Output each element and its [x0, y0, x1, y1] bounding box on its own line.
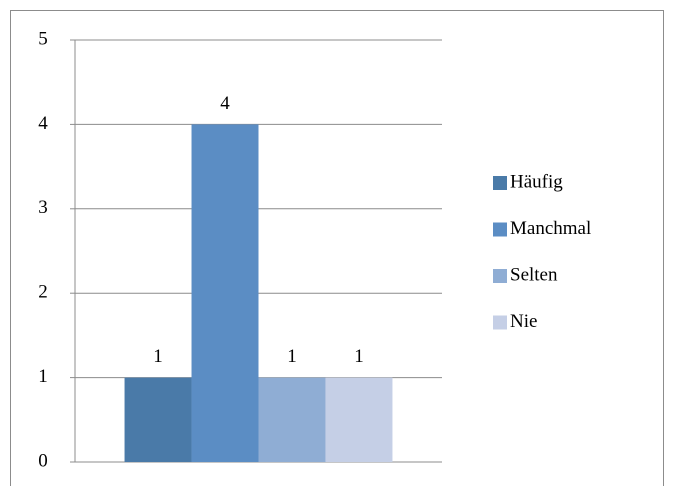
legend-label: Nie — [510, 311, 537, 332]
legend-swatch — [493, 315, 507, 330]
legend-label: Manchmal — [510, 218, 591, 239]
bar — [191, 124, 259, 463]
legend-swatch — [493, 269, 507, 283]
legend-label: Häufig — [510, 171, 563, 192]
y-tick-label: 1 — [38, 366, 48, 387]
legend-swatch — [493, 176, 507, 190]
data-label: 1 — [287, 346, 297, 367]
y-tick-label: 2 — [38, 282, 48, 303]
legend-label: Selten — [510, 264, 558, 285]
y-tick-label: 3 — [38, 197, 48, 218]
data-label: 1 — [153, 346, 163, 367]
data-label: 1 — [354, 346, 364, 367]
y-tick-label: 0 — [38, 450, 48, 471]
legend-swatch — [493, 222, 507, 237]
bar — [124, 377, 192, 462]
bar — [258, 377, 326, 462]
bar — [325, 377, 393, 462]
y-tick-label: 5 — [38, 28, 48, 49]
y-tick-label: 4 — [38, 113, 48, 134]
data-label: 4 — [220, 93, 230, 114]
